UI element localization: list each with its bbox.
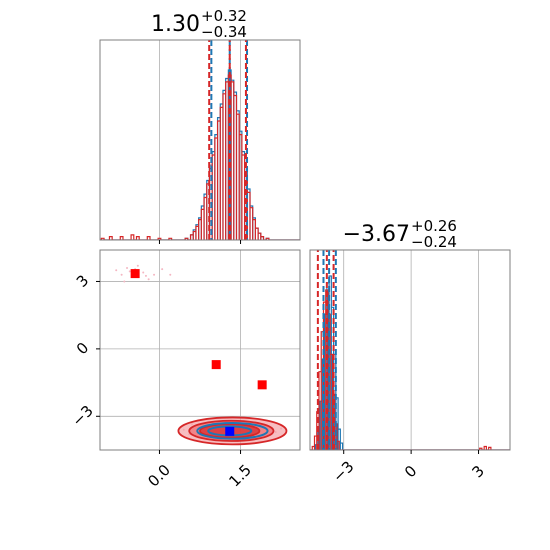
axes-frame — [99, 39, 301, 241]
axes-frame — [99, 249, 301, 451]
title-param1-center: 1.30 — [151, 12, 200, 37]
x-tick-label: 3 — [468, 462, 487, 481]
scatter-point — [128, 270, 131, 273]
hist-panel-param1: 1.30 +0.32 −0.34 — [99, 7, 301, 244]
hist-step-series-b — [100, 74, 300, 240]
hist-series — [100, 69, 300, 240]
x-tick-label: 0.0 — [144, 461, 174, 491]
y-tick-label: 3 — [73, 271, 92, 290]
hist-step-series-a — [100, 69, 300, 240]
x-tick-label: −3 — [329, 457, 357, 485]
title-param1-plus: +0.32 — [201, 7, 247, 25]
scatter-point — [144, 274, 147, 277]
marker-red — [130, 269, 140, 279]
contour-series-a — [196, 422, 269, 440]
gridlines — [100, 250, 300, 450]
scatter-point — [161, 268, 164, 271]
scatter-point — [142, 271, 145, 274]
hist-step-series-a — [310, 275, 510, 450]
quantile-lines — [316, 250, 337, 450]
quantile-lines — [208, 40, 249, 240]
scatter-point — [153, 273, 156, 276]
x-tick-labels: −3 0 3 — [329, 457, 488, 485]
marker-blue — [225, 426, 235, 436]
hist-step-series-b — [310, 289, 510, 450]
scatter-point — [136, 264, 139, 267]
x-tick-labels: 0.0 1.5 — [144, 461, 255, 491]
marker-red — [211, 360, 221, 370]
scatter-point — [126, 266, 129, 269]
tick-marks — [343, 450, 480, 454]
title-param2-plus: +0.26 — [411, 217, 457, 235]
title-param2-center: −3.67 — [343, 222, 410, 247]
scatter-point — [115, 269, 118, 272]
title-param1-minus: −0.34 — [201, 23, 247, 41]
marker-red — [257, 380, 267, 390]
scatter-point — [169, 273, 172, 276]
tick-marks — [158, 240, 242, 244]
scatter-point — [123, 280, 126, 283]
axes-frame — [309, 249, 511, 451]
x-tick-label: 1.5 — [225, 461, 255, 491]
scatter-point — [147, 278, 150, 281]
scatter-point — [120, 273, 123, 276]
hist-series — [310, 275, 510, 450]
y-tick-labels: −3 0 3 — [68, 271, 96, 430]
x-tick-label: 0 — [401, 462, 420, 481]
hist-panel-param2: −3 0 3 −3.67 +0.26 −0.24 — [309, 217, 511, 486]
y-tick-label: 0 — [73, 339, 92, 358]
joint-panel: −3 0 3 0.0 1.5 — [68, 249, 301, 491]
y-tick-label: −3 — [68, 402, 96, 430]
joint-content — [115, 264, 288, 446]
title-param2-minus: −0.24 — [411, 233, 457, 251]
tick-marks — [96, 280, 242, 454]
gridlines — [159, 40, 241, 240]
gridlines — [343, 250, 479, 450]
